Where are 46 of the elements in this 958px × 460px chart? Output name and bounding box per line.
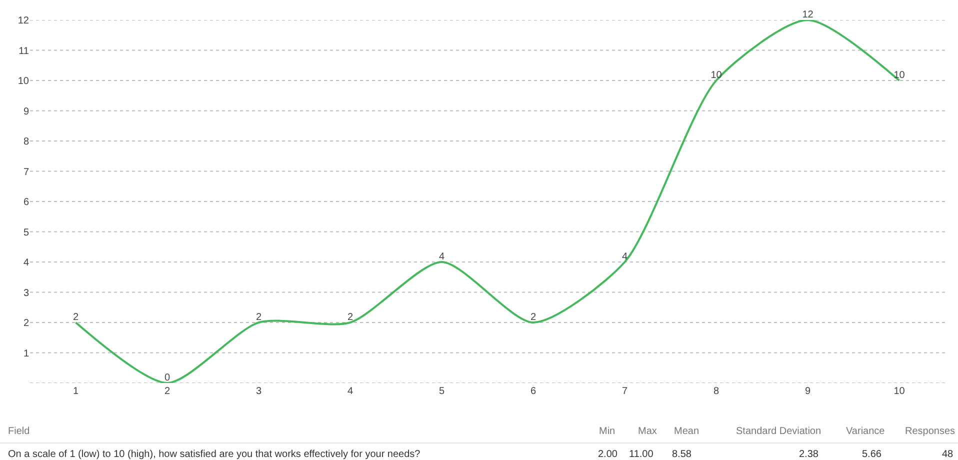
y-tick-label: 5 — [23, 227, 30, 238]
y-tick-label: 6 — [23, 197, 30, 208]
text: Field — [8, 426, 30, 437]
data-label: 2 — [530, 312, 536, 323]
x-tick-label: 9 — [804, 386, 811, 397]
text: 2.38 — [799, 449, 819, 460]
y-tick-label: 4 — [23, 258, 30, 268]
data-label: 10 — [894, 70, 906, 81]
data-label: 10 — [710, 70, 722, 81]
y-tick-label: 10 — [18, 76, 30, 87]
y-tick-label: 8 — [23, 136, 30, 148]
text: 8.58 — [672, 449, 692, 460]
data-label: 4 — [622, 252, 628, 262]
text: 11.00 — [629, 449, 654, 460]
x-tick-label: 4 — [347, 386, 354, 397]
y-tick-label: 7 — [23, 166, 30, 178]
data-label: 2 — [256, 312, 262, 323]
x-tick-label: 3 — [256, 386, 262, 397]
text: Mean — [674, 426, 700, 437]
x-tick-label: 2 — [164, 386, 170, 397]
x-tick-label: 7 — [622, 386, 628, 397]
text: Variance — [846, 426, 886, 437]
y-tick-label: 3 — [23, 288, 30, 299]
y-tick-label: 12 — [18, 16, 30, 26]
data-label: 2 — [347, 312, 354, 323]
text: 48 — [942, 449, 954, 460]
y-tick-label: 1 — [23, 348, 30, 360]
data-label: 12 — [802, 10, 814, 20]
text: On a scale of 1 (low) to 10 (high), how satisfied are you that works effectively for your needs? — [8, 449, 421, 460]
text: Max — [638, 426, 657, 437]
y-tick-label: 9 — [23, 106, 30, 118]
data-label: 4 — [438, 252, 445, 262]
text: Responses — [905, 426, 956, 437]
y-tick-label: 11 — [18, 46, 30, 57]
data-label: 0 — [164, 372, 170, 384]
x-tick-label: 5 — [438, 386, 445, 397]
data-label: 2 — [72, 312, 79, 323]
x-tick-label: 10 — [894, 386, 906, 397]
x-tick-label: 8 — [713, 386, 720, 397]
text: 5.66 — [862, 449, 882, 460]
x-tick-label: 1 — [72, 386, 79, 397]
text: Standard Deviation — [736, 426, 822, 437]
text: 2.00 — [598, 449, 618, 460]
text: Min — [599, 426, 616, 437]
y-tick-label: 2 — [23, 318, 30, 329]
x-tick-label: 6 — [530, 386, 536, 397]
